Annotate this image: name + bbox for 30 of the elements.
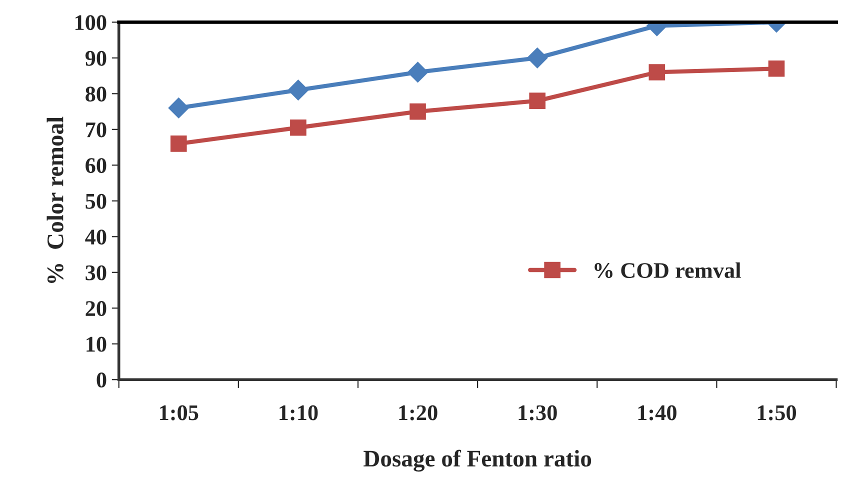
- x-tick-label: 1:05: [160, 405, 198, 420]
- y-tick-label: 50: [86, 194, 106, 209]
- point: [529, 92, 546, 109]
- y-tick-label: 60: [86, 158, 106, 174]
- y-tick-label: 80: [86, 86, 106, 102]
- point: [410, 103, 426, 120]
- y-tick-label: 100: [76, 15, 106, 30]
- point: [288, 80, 309, 100]
- point: [648, 64, 666, 80]
- legend-label: % COD remval: [594, 262, 741, 278]
- y-tick-label: 20: [86, 301, 106, 316]
- x-tick-label: 1:30: [518, 405, 557, 420]
- x-tick-label: 1:20: [399, 405, 438, 420]
- x-tick-label: 1:50: [758, 405, 796, 420]
- x-axis-title: Dosage of Fenton ratio: [364, 450, 592, 472]
- point: [527, 48, 548, 68]
- y-axis-title: % Color remoal: [46, 116, 64, 283]
- x-tick-label: 1:10: [280, 405, 318, 420]
- y-tick-label: 10: [86, 336, 106, 352]
- point: [407, 62, 428, 83]
- y-tick-label: 90: [85, 50, 106, 66]
- point: [768, 60, 785, 77]
- point: [170, 136, 187, 152]
- x-tick-label: 1:40: [638, 405, 676, 420]
- point: [290, 119, 306, 136]
- y-tick-label: 0: [96, 372, 106, 388]
- y-tick-label: 30: [86, 265, 106, 280]
- point: [168, 98, 189, 118]
- y-tick-label: 40: [85, 230, 106, 245]
- y-tick-label: 70: [86, 122, 106, 138]
